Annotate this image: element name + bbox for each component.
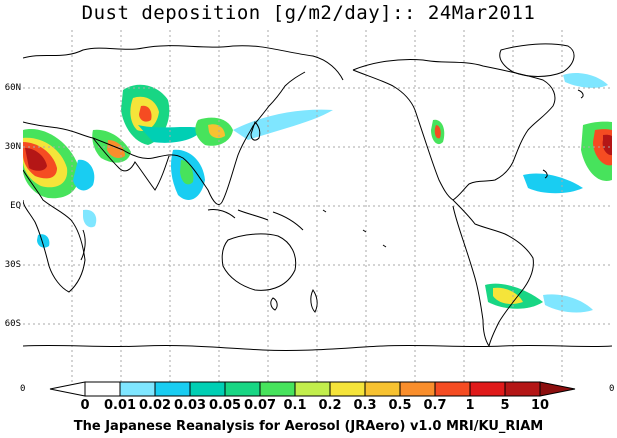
colorbar-box bbox=[154, 381, 191, 397]
right-edge-label: 0 bbox=[609, 384, 615, 394]
colorbar-box bbox=[224, 381, 261, 397]
map-title: Dust deposition [g/m2/day]:: 24Mar2011 bbox=[81, 2, 536, 24]
colorbar-box bbox=[329, 381, 366, 397]
colorbar-box bbox=[364, 381, 401, 397]
colorbar-tick-label: 0 bbox=[80, 398, 90, 413]
colorbar-box bbox=[469, 381, 506, 397]
colorbar bbox=[49, 381, 576, 397]
colorbar-tick-label: 0.07 bbox=[243, 398, 277, 413]
colorbar-box bbox=[119, 381, 156, 397]
colorbar-tick-label: 0.01 bbox=[103, 398, 137, 413]
colorbar-tick-label: 0.03 bbox=[173, 398, 207, 413]
lat-label-60s: 60S bbox=[4, 319, 21, 329]
colorbar-tick-label: 0.5 bbox=[388, 398, 412, 413]
colorbar-box bbox=[189, 381, 226, 397]
dust-plumes bbox=[23, 73, 612, 313]
colorbar-tick-label: 10 bbox=[530, 398, 550, 413]
lat-label-eq: EQ bbox=[10, 201, 21, 211]
colorbar-arrow-high bbox=[539, 381, 576, 397]
colorbar-box bbox=[399, 381, 436, 397]
colorbar-box bbox=[259, 381, 296, 397]
colorbar-tick-label: 0.3 bbox=[353, 398, 377, 413]
coastlines bbox=[23, 43, 612, 352]
left-edge-label: 0 bbox=[20, 384, 26, 394]
colorbar-box bbox=[84, 381, 121, 397]
colorbar-tick-label: 5 bbox=[500, 398, 510, 413]
colorbar-tick-label: 1 bbox=[465, 398, 475, 413]
dust-map bbox=[23, 30, 612, 382]
lat-label-30n: 30N bbox=[4, 142, 21, 152]
colorbar-box bbox=[434, 381, 471, 397]
lat-lon-grid bbox=[23, 30, 612, 382]
colorbar-box bbox=[504, 381, 541, 397]
colorbar-arrow-low bbox=[49, 381, 86, 397]
lat-label-30s: 30S bbox=[4, 260, 21, 270]
colorbar-tick-label: 0.02 bbox=[138, 398, 172, 413]
footer-credit: The Japanese Reanalysis for Aerosol (JRA… bbox=[73, 419, 544, 434]
colorbar-box bbox=[294, 381, 331, 397]
colorbar-tick-label: 0.05 bbox=[208, 398, 242, 413]
colorbar-tick-label: 0.7 bbox=[423, 398, 447, 413]
lat-label-60n: 60N bbox=[4, 83, 21, 93]
map-panel bbox=[23, 30, 612, 382]
colorbar-tick-label: 0.1 bbox=[283, 398, 307, 413]
colorbar-tick-label: 0.2 bbox=[318, 398, 342, 413]
